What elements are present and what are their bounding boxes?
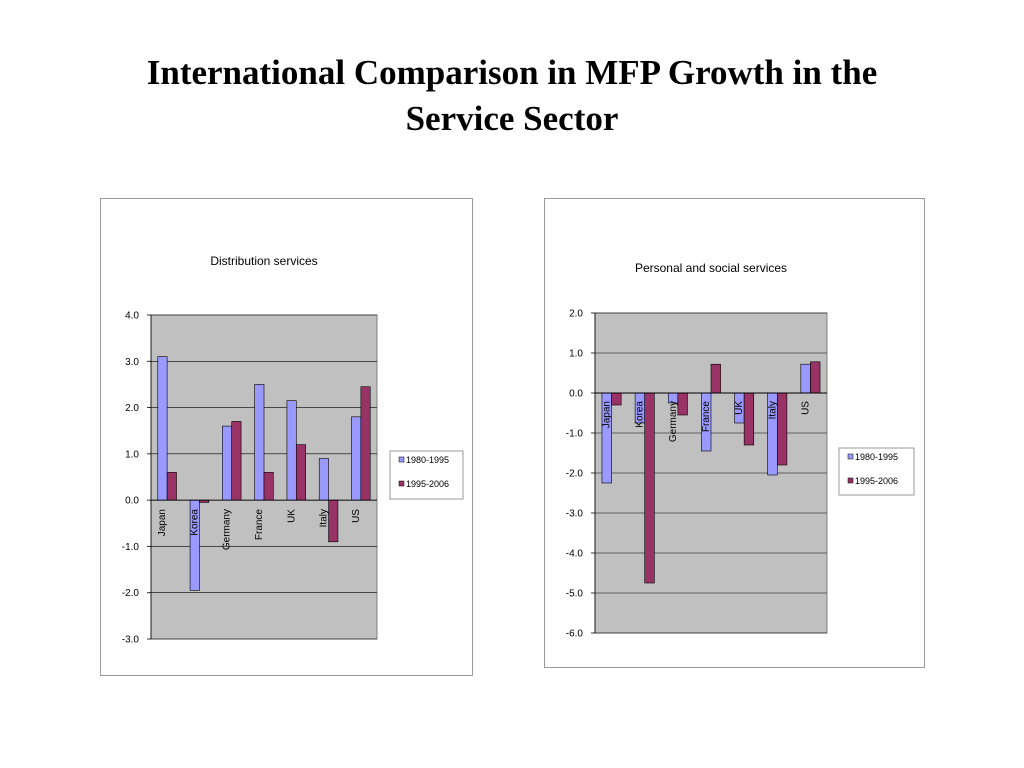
bar-1995-2006-italy xyxy=(776,392,788,466)
category-label-uk: UK xyxy=(734,401,745,415)
category-label-japan: Japan xyxy=(602,401,613,428)
bar-1980-1995-france xyxy=(254,384,265,501)
bar-1995-2006-france xyxy=(710,363,721,394)
bar-1995-2006-us xyxy=(360,386,371,501)
bar-1980-1995-us xyxy=(800,363,811,394)
y-tick-label: 2.0 xyxy=(569,309,583,320)
category-label-uk: UK xyxy=(286,509,297,523)
bar-1995-2006-uk xyxy=(295,444,306,501)
legend-swatch-1980-1995 xyxy=(398,456,405,463)
y-tick-label: 1.0 xyxy=(569,349,583,360)
slide-title: International Comparison in MFP Growth i… xyxy=(0,50,1024,142)
legend-label-1980-1995: 1980-1995 xyxy=(855,452,898,462)
category-label-us: US xyxy=(351,509,362,523)
personal-social-services-chart-svg: Personal and social services 2.0 1.0 0.0 -1.… xyxy=(566,261,915,640)
category-label-us: US xyxy=(800,401,811,415)
legend-label-1980-1995: 1980-1995 xyxy=(406,455,449,465)
legend-swatch-1980-1995 xyxy=(847,453,854,460)
y-tick-label: 1.0 xyxy=(125,449,139,460)
y-tick-label: 2.0 xyxy=(125,403,139,414)
y-tick-label: -2.0 xyxy=(122,588,140,599)
bar-1980-1995-us xyxy=(351,416,362,501)
category-label-germany: Germany xyxy=(668,401,679,442)
bar-1995-2006-germany xyxy=(677,392,688,416)
y-tick-label: -6.0 xyxy=(566,629,584,640)
category-label-italy: Italy xyxy=(319,509,330,527)
y-tick-label: -2.0 xyxy=(566,469,584,480)
bar-1980-1995-italy xyxy=(318,458,329,501)
bar-1995-2006-japan xyxy=(611,392,622,406)
category-label-france: France xyxy=(701,401,712,433)
bar-1995-2006-france xyxy=(263,472,274,501)
distribution-services-chart-svg: Distribution services 4.0 3.0 2.0 1.0 0.0 -1.0… xyxy=(122,254,464,646)
bar-1980-1995-japan xyxy=(157,356,168,501)
category-label-korea: Korea xyxy=(635,401,646,428)
bar-1995-2006-italy xyxy=(328,499,339,543)
bar-1980-1995-uk xyxy=(286,400,297,501)
category-label-italy: Italy xyxy=(767,401,778,419)
y-tick-label: 4.0 xyxy=(125,311,139,322)
legend-swatch-1995-2006 xyxy=(398,480,405,487)
slide-title-line-2: Service Sector xyxy=(405,99,619,138)
chart-title: Personal and social services xyxy=(635,261,787,275)
bar-1995-2006-japan xyxy=(166,472,177,501)
legend-label-1995-2006: 1995-2006 xyxy=(406,479,449,489)
y-tick-label: -5.0 xyxy=(566,589,584,600)
y-tick-label: -3.0 xyxy=(566,509,584,520)
category-label-germany: Germany xyxy=(222,509,233,550)
y-tick-label: 0.0 xyxy=(125,496,139,507)
bar-1995-2006-uk xyxy=(743,392,755,446)
slide-title-line-1: International Comparison in MFP Growth i… xyxy=(146,53,878,92)
distribution-services-chart: Distribution services 4.0 3.0 2.0 1.0 0.0 -1.0… xyxy=(100,198,473,676)
personal-social-services-chart: Personal and social services 2.0 1.0 0.0 -1.… xyxy=(544,198,925,668)
y-tick-label: -4.0 xyxy=(566,549,584,560)
bar-1980-1995-germany xyxy=(222,425,233,501)
bar-1995-2006-germany xyxy=(231,421,242,501)
bar-1995-2006-us xyxy=(810,361,821,394)
bar-1995-2006-korea xyxy=(644,392,655,584)
chart-title: Distribution services xyxy=(210,254,317,268)
legend-swatch-1995-2006 xyxy=(847,477,854,484)
legend-label-1995-2006: 1995-2006 xyxy=(855,476,898,486)
y-tick-label: -1.0 xyxy=(122,542,140,553)
y-tick-label: -3.0 xyxy=(122,635,140,646)
category-label-korea: Korea xyxy=(189,509,200,536)
y-tick-label: 3.0 xyxy=(125,357,139,368)
y-tick-label: 0.0 xyxy=(569,389,583,400)
y-tick-label: -1.0 xyxy=(566,429,584,440)
category-label-france: France xyxy=(254,509,265,541)
category-label-japan: Japan xyxy=(157,509,168,536)
